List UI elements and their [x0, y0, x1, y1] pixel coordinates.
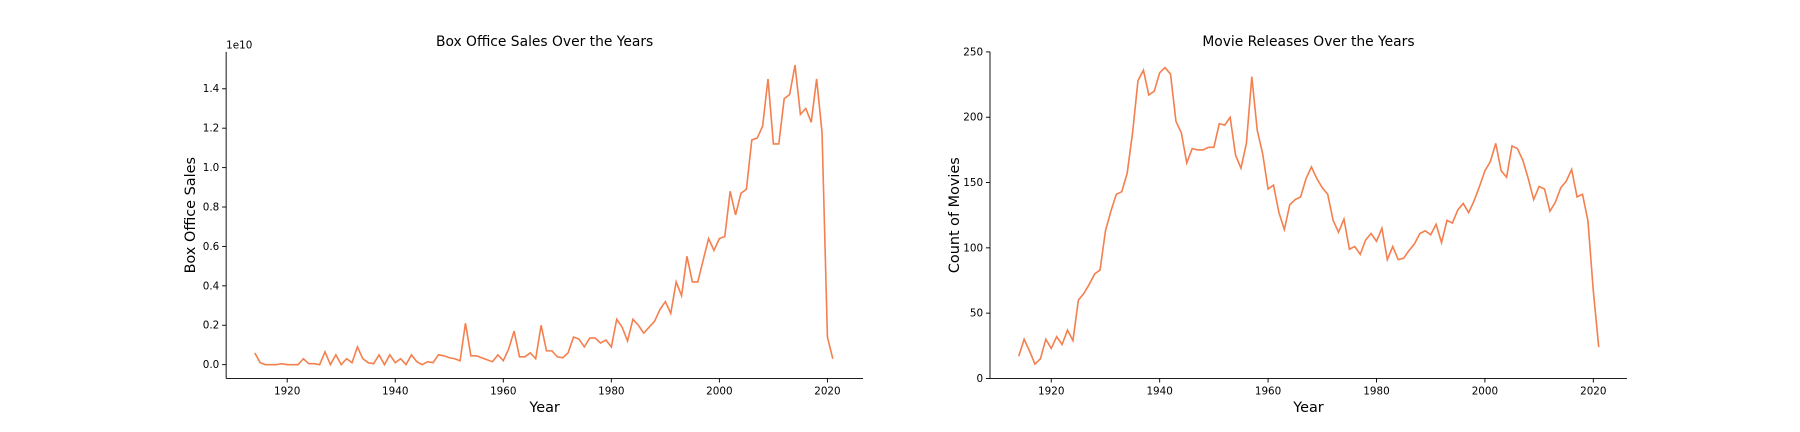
chart-title: Box Office Sales Over the Years: [436, 34, 653, 50]
y-tick-label: 0.4: [203, 280, 220, 292]
chart-title: Movie Releases Over the Years: [1202, 34, 1414, 50]
y-tick-label: 250: [963, 46, 983, 58]
y-offset-label: 1e10: [226, 39, 252, 51]
y-tick-label: 1.2: [203, 123, 220, 135]
y-tick-label: 1.0: [203, 162, 220, 174]
x-axis-label: Year: [528, 400, 560, 416]
x-tick-label: 1920: [1038, 386, 1064, 398]
x-tick-label: 1960: [490, 386, 516, 398]
y-tick-label: 100: [963, 242, 983, 254]
x-tick-label: 1980: [598, 386, 624, 398]
y-tick-label: 0.2: [203, 320, 220, 332]
x-axis-label: Year: [1292, 400, 1324, 416]
y-tick-label: 0: [976, 373, 983, 385]
x-tick-label: 2020: [1580, 386, 1606, 398]
y-axis-label: Count of Movies: [947, 157, 963, 273]
y-tick-label: 50: [970, 308, 983, 320]
y-tick-label: 0.0: [203, 359, 220, 371]
data-line: [1017, 66, 1600, 366]
y-axis-label: Box Office Sales: [183, 157, 199, 273]
y-tick-label: 200: [963, 112, 983, 124]
x-tick-label: 2000: [706, 386, 732, 398]
data-line: [254, 64, 834, 367]
x-tick-label: 1980: [1363, 386, 1389, 398]
x-tick-label: 1920: [274, 386, 300, 398]
y-tick-label: 150: [963, 177, 983, 189]
x-tick-label: 2020: [814, 386, 840, 398]
x-tick-label: 1940: [1146, 386, 1172, 398]
x-tick-label: 1940: [382, 386, 408, 398]
x-tick-label: 1960: [1255, 386, 1281, 398]
x-tick-label: 2000: [1472, 386, 1498, 398]
y-tick-label: 0.8: [203, 201, 220, 213]
y-tick-label: 1.4: [203, 83, 220, 95]
y-tick-label: 0.6: [203, 241, 220, 253]
